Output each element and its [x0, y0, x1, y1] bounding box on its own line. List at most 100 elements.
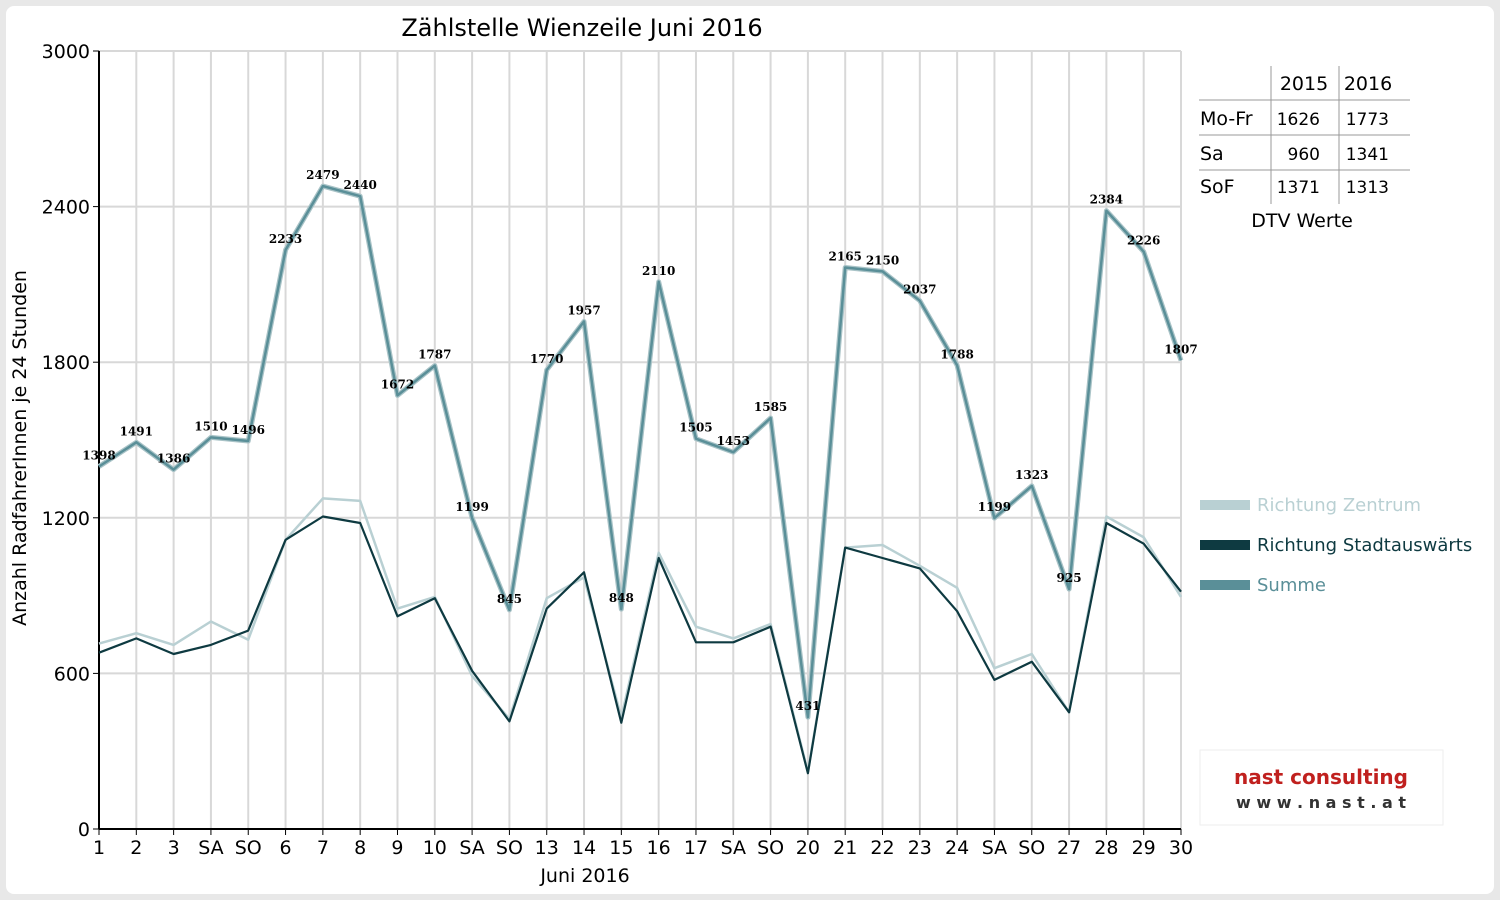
legend-swatch-summe	[1200, 580, 1250, 590]
y-tick-label: 600	[54, 663, 90, 685]
table-cell: 1341	[1346, 145, 1389, 165]
data-label: 2150	[866, 253, 899, 267]
data-label: 1788	[940, 347, 973, 361]
x-tick-label: 3	[168, 837, 180, 859]
data-label: 1807	[1164, 342, 1197, 356]
data-label: 2037	[903, 283, 936, 297]
x-tick-label: SA	[721, 837, 746, 859]
x-tick-label: SA	[459, 837, 484, 859]
line-chart: Zählstelle Wienzeile Juni 2016 060012001…	[9, 14, 1472, 887]
data-label: 1491	[120, 424, 153, 438]
x-tick-label: SA	[982, 837, 1007, 859]
table-caption: DTV Werte	[1251, 210, 1353, 232]
legend-swatch-zentrum	[1200, 500, 1250, 510]
series-lines	[97, 183, 1184, 775]
x-tick-label: SO	[757, 837, 784, 859]
grid	[99, 50, 1182, 829]
data-label: 2440	[343, 178, 376, 192]
data-label: 1199	[455, 500, 488, 514]
dtv-table: 2015 2016 Mo-Fr 1626 1773 Sa 960 1341 So…	[1199, 66, 1410, 232]
table-cell: 960	[1288, 145, 1320, 165]
x-tick-label: 28	[1094, 837, 1118, 859]
x-tick-label: 17	[684, 837, 708, 859]
table-header-2015: 2015	[1280, 73, 1328, 95]
x-tick-label: 13	[535, 837, 559, 859]
data-label: 1199	[978, 500, 1011, 514]
x-tick-label: 24	[945, 837, 969, 859]
data-labels: 1398 1491 1386 1510 1496 2233 2479 2440 1672 1787…	[82, 168, 1197, 713]
x-tick-label: 30	[1169, 837, 1193, 859]
x-tick-label: SO	[1018, 837, 1045, 859]
y-tick-label: 0	[78, 819, 90, 841]
table-cell: 1626	[1277, 110, 1320, 130]
data-label: 1496	[232, 423, 265, 437]
series-line-summe	[98, 184, 1183, 719]
table-row-label: SoF	[1200, 176, 1235, 198]
x-tick-label: 10	[423, 837, 447, 859]
x-tick-label: 15	[609, 837, 633, 859]
y-tick-label: 1200	[42, 508, 90, 530]
x-tick-label: 2	[130, 837, 142, 859]
legend: Richtung Zentrum Richtung Stadtauswärts …	[1200, 495, 1472, 596]
data-label: 2226	[1127, 234, 1160, 248]
table-cell: 1371	[1277, 178, 1320, 198]
data-label: 845	[497, 592, 522, 606]
data-label: 1398	[82, 448, 115, 462]
table-row-label: Sa	[1200, 143, 1224, 165]
x-tick-label: 14	[572, 837, 596, 859]
x-tick-label: 29	[1132, 837, 1156, 859]
x-tick-label: 23	[908, 837, 932, 859]
series-line-zentrum	[98, 497, 1183, 774]
data-label: 2110	[642, 264, 675, 278]
data-label: 1453	[717, 434, 750, 448]
x-tick-label: SO	[496, 837, 523, 859]
legend-swatch-stadtauswaerts	[1200, 540, 1250, 550]
data-label: 1323	[1015, 468, 1048, 482]
table-cell: 1313	[1346, 178, 1389, 198]
logo-text: nast consulting	[1234, 765, 1408, 789]
y-tick-label: 2400	[42, 197, 90, 219]
data-label: 1585	[754, 400, 787, 414]
y-axis-label: Anzahl RadfahrerInnen je 24 Stunden	[9, 270, 31, 626]
x-tick-label: SA	[198, 837, 223, 859]
data-label: 2384	[1090, 193, 1123, 207]
data-label: 2479	[306, 168, 339, 182]
data-label: 848	[609, 591, 634, 605]
table-row-label: Mo-Fr	[1200, 108, 1253, 130]
x-tick-label: 7	[317, 837, 329, 859]
data-label: 1510	[194, 419, 227, 433]
table-cell: 1773	[1346, 110, 1389, 130]
x-tick-label: 9	[391, 837, 403, 859]
y-tick-label: 1800	[42, 352, 90, 374]
data-label: 1770	[530, 352, 563, 366]
y-tick-label: 3000	[42, 41, 90, 63]
x-tick-label: 20	[796, 837, 820, 859]
x-tick-label: 16	[647, 837, 671, 859]
data-label: 1505	[679, 421, 712, 435]
data-label: 1957	[567, 303, 600, 317]
data-label: 925	[1057, 571, 1082, 585]
legend-label-zentrum: Richtung Zentrum	[1257, 495, 1421, 516]
chart-title: Zählstelle Wienzeile Juni 2016	[401, 14, 762, 42]
legend-label-summe: Summe	[1257, 575, 1326, 596]
x-tick-label: 22	[870, 837, 894, 859]
x-tick-label: SO	[235, 837, 262, 859]
data-label: 2165	[829, 250, 862, 264]
x-axis-label: Juni 2016	[539, 865, 629, 887]
table-header-2016: 2016	[1344, 73, 1392, 95]
data-label: 431	[795, 699, 820, 713]
logo-url: w w w . n a s t . a t	[1236, 793, 1406, 812]
x-tick-label: 1	[93, 837, 105, 859]
data-label: 1386	[157, 452, 190, 466]
series-line-stadtauswaerts	[98, 515, 1182, 775]
x-tick-label: 27	[1057, 837, 1081, 859]
data-label: 1787	[418, 348, 451, 362]
x-tick-label: 8	[354, 837, 366, 859]
data-label: 1672	[381, 377, 414, 391]
x-tick-label: 6	[280, 837, 292, 859]
chart-frame: Zählstelle Wienzeile Juni 2016 0 600 1200 1…	[6, 6, 1494, 894]
x-tick-label: 21	[833, 837, 857, 859]
data-label: 2233	[269, 232, 302, 246]
nast-consulting-logo: nast consulting w w w . n a s t . a t	[1199, 749, 1444, 826]
